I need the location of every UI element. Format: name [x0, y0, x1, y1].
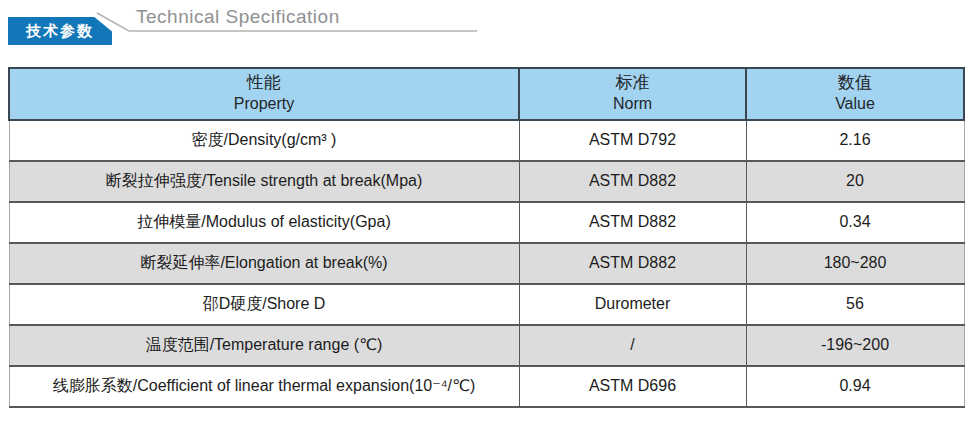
norm-cell: ASTM D882: [519, 243, 746, 284]
norm-cell: ASTM D882: [519, 202, 746, 243]
table-row: 温度范围/Temperature range (℃) / -196~200: [9, 325, 964, 366]
property-cell: 密度/Density(g/cm³ ): [9, 120, 519, 161]
value-cell: 20: [746, 161, 964, 202]
column-header-norm-en: Norm: [520, 94, 745, 115]
table-row: 断裂拉伸强度/Tensile strength at break(Mpa) AS…: [9, 161, 964, 202]
column-header-norm-zh: 标准: [520, 72, 745, 94]
table-row: 邵D硬度/Shore D Durometer 56: [9, 284, 964, 325]
table-row: 断裂延伸率/Elongation at break(%) ASTM D882 1…: [9, 243, 964, 284]
value-cell: 180~280: [746, 243, 964, 284]
spec-table: 性能 Property 标准 Norm 数值 Value 密度/Density(…: [8, 67, 965, 408]
spec-table-body: 密度/Density(g/cm³ ) ASTM D792 2.16 断裂拉伸强度…: [9, 120, 964, 407]
section-title: Technical Specification: [136, 6, 340, 28]
technical-specification-section: 技术参数 Technical Specification 性能 Property…: [0, 0, 974, 423]
norm-cell: ASTM D696: [519, 366, 746, 407]
table-row: 拉伸模量/Modulus of elasticity(Gpa) ASTM D88…: [9, 202, 964, 243]
norm-cell: /: [519, 325, 746, 366]
column-header-property-en: Property: [10, 94, 518, 115]
column-header-value: 数值 Value: [746, 68, 964, 120]
value-cell: 56: [746, 284, 964, 325]
property-cell: 断裂延伸率/Elongation at break(%): [9, 243, 519, 284]
section-header: 技术参数 Technical Specification: [0, 0, 974, 67]
column-header-value-en: Value: [747, 94, 963, 115]
column-header-property-zh: 性能: [10, 72, 518, 94]
section-badge-label: 技术参数: [26, 22, 94, 41]
property-cell: 线膨胀系数/Coefficient of linear thermal expa…: [9, 366, 519, 407]
property-cell: 拉伸模量/Modulus of elasticity(Gpa): [9, 202, 519, 243]
column-header-property: 性能 Property: [9, 68, 519, 120]
norm-cell: Durometer: [519, 284, 746, 325]
table-header-row: 性能 Property 标准 Norm 数值 Value: [9, 68, 964, 120]
column-header-norm: 标准 Norm: [519, 68, 746, 120]
value-cell: -196~200: [746, 325, 964, 366]
section-badge: 技术参数: [8, 17, 112, 45]
value-cell: 0.34: [746, 202, 964, 243]
property-cell: 温度范围/Temperature range (℃): [9, 325, 519, 366]
property-cell: 断裂拉伸强度/Tensile strength at break(Mpa): [9, 161, 519, 202]
norm-cell: ASTM D882: [519, 161, 746, 202]
property-cell: 邵D硬度/Shore D: [9, 284, 519, 325]
value-cell: 2.16: [746, 120, 964, 161]
value-cell: 0.94: [746, 366, 964, 407]
table-row: 线膨胀系数/Coefficient of linear thermal expa…: [9, 366, 964, 407]
table-row: 密度/Density(g/cm³ ) ASTM D792 2.16: [9, 120, 964, 161]
norm-cell: ASTM D792: [519, 120, 746, 161]
column-header-value-zh: 数值: [747, 72, 963, 94]
